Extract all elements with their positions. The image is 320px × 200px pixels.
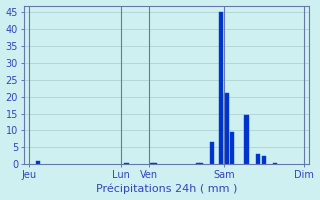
X-axis label: Précipitations 24h ( mm ): Précipitations 24h ( mm ) [96, 184, 237, 194]
Bar [210, 142, 214, 164]
Bar [36, 161, 40, 164]
Bar [224, 93, 229, 164]
Bar [199, 163, 203, 164]
Bar [124, 163, 129, 164]
Bar [196, 163, 200, 164]
Bar [150, 163, 154, 164]
Bar [273, 163, 277, 164]
Bar [230, 132, 235, 164]
Bar [244, 115, 249, 164]
Bar [219, 12, 223, 164]
Bar [261, 156, 266, 164]
Bar [256, 154, 260, 164]
Bar [153, 163, 157, 164]
